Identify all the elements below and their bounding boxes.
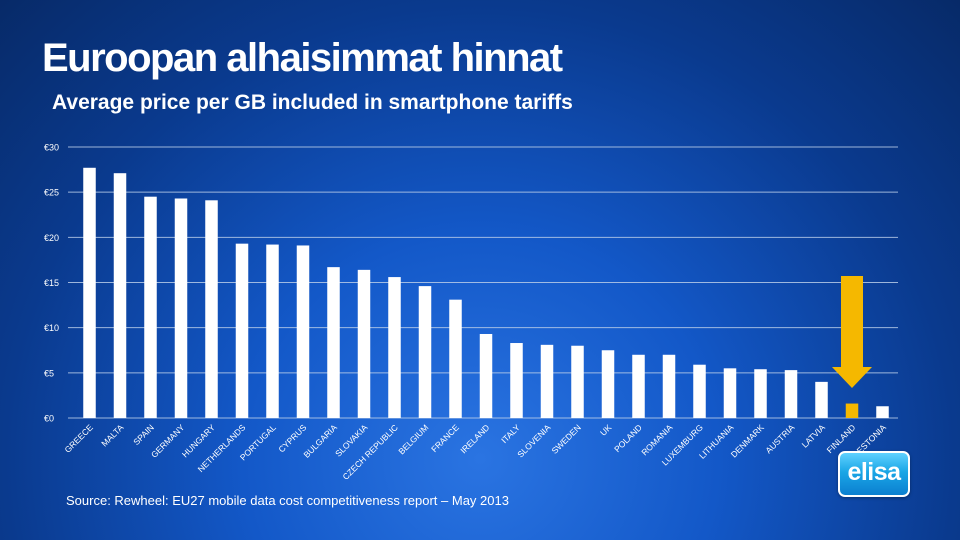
y-tick-label: €15 [44, 278, 59, 288]
bar [876, 406, 889, 418]
bar [266, 244, 279, 418]
x-tick-label: DENMARK [729, 422, 766, 459]
bar [571, 345, 584, 418]
x-tick-label: CZECH REPUBLIC [340, 422, 400, 482]
bar [296, 245, 310, 418]
x-tick-label: GREECE [62, 422, 95, 455]
bar [845, 403, 859, 418]
bar [205, 200, 218, 418]
y-tick-label: €20 [44, 233, 59, 243]
y-tick-label: €25 [44, 188, 59, 198]
y-tick-label: €30 [44, 143, 59, 153]
source-note: Source: Rewheel: EU27 mobile data cost c… [66, 493, 509, 508]
elisa-logo: elisa [838, 451, 910, 497]
x-tick-label: LATVIA [800, 422, 828, 450]
bar [327, 267, 340, 418]
bar [235, 243, 249, 418]
bar [418, 286, 432, 418]
bar [784, 370, 798, 418]
bar [632, 354, 645, 418]
x-tick-label: ITALY [499, 422, 522, 445]
x-tick-label: AUSTRIA [763, 422, 796, 455]
bar [113, 173, 127, 418]
bar [815, 381, 828, 418]
x-tick-label: IRELAND [458, 422, 491, 455]
bar [510, 343, 523, 418]
highlight-arrow [832, 276, 872, 388]
bar [174, 198, 188, 418]
x-tick-label: FRANCE [429, 422, 461, 454]
bar [693, 364, 706, 418]
bar [601, 350, 615, 418]
bar [479, 333, 493, 418]
elisa-logo-text: elisa [847, 458, 901, 486]
bar [357, 269, 371, 418]
y-tick-label: €0 [44, 414, 54, 424]
x-tick-label: SLOVENIA [515, 422, 552, 459]
y-tick-label: €10 [44, 323, 59, 333]
x-tick-label: BULGARIA [301, 422, 339, 460]
bar [449, 299, 462, 418]
y-tick-label: €5 [44, 368, 54, 378]
bar [754, 369, 767, 418]
bar [540, 344, 554, 418]
bar [723, 368, 737, 418]
slide-title: Euroopan alhaisimmat hinnat [42, 36, 563, 80]
x-tick-label: UK [598, 422, 614, 438]
x-tick-label: SPAIN [131, 422, 156, 447]
bar [83, 167, 96, 418]
x-tick-label: SWEDEN [549, 422, 582, 455]
slide-subtitle: Average price per GB included in smartph… [52, 91, 573, 114]
x-tick-label: BELGIUM [396, 422, 430, 456]
bar [662, 354, 676, 418]
x-tick-label: MALTA [99, 422, 125, 448]
bar [144, 196, 157, 418]
bar [388, 277, 401, 418]
